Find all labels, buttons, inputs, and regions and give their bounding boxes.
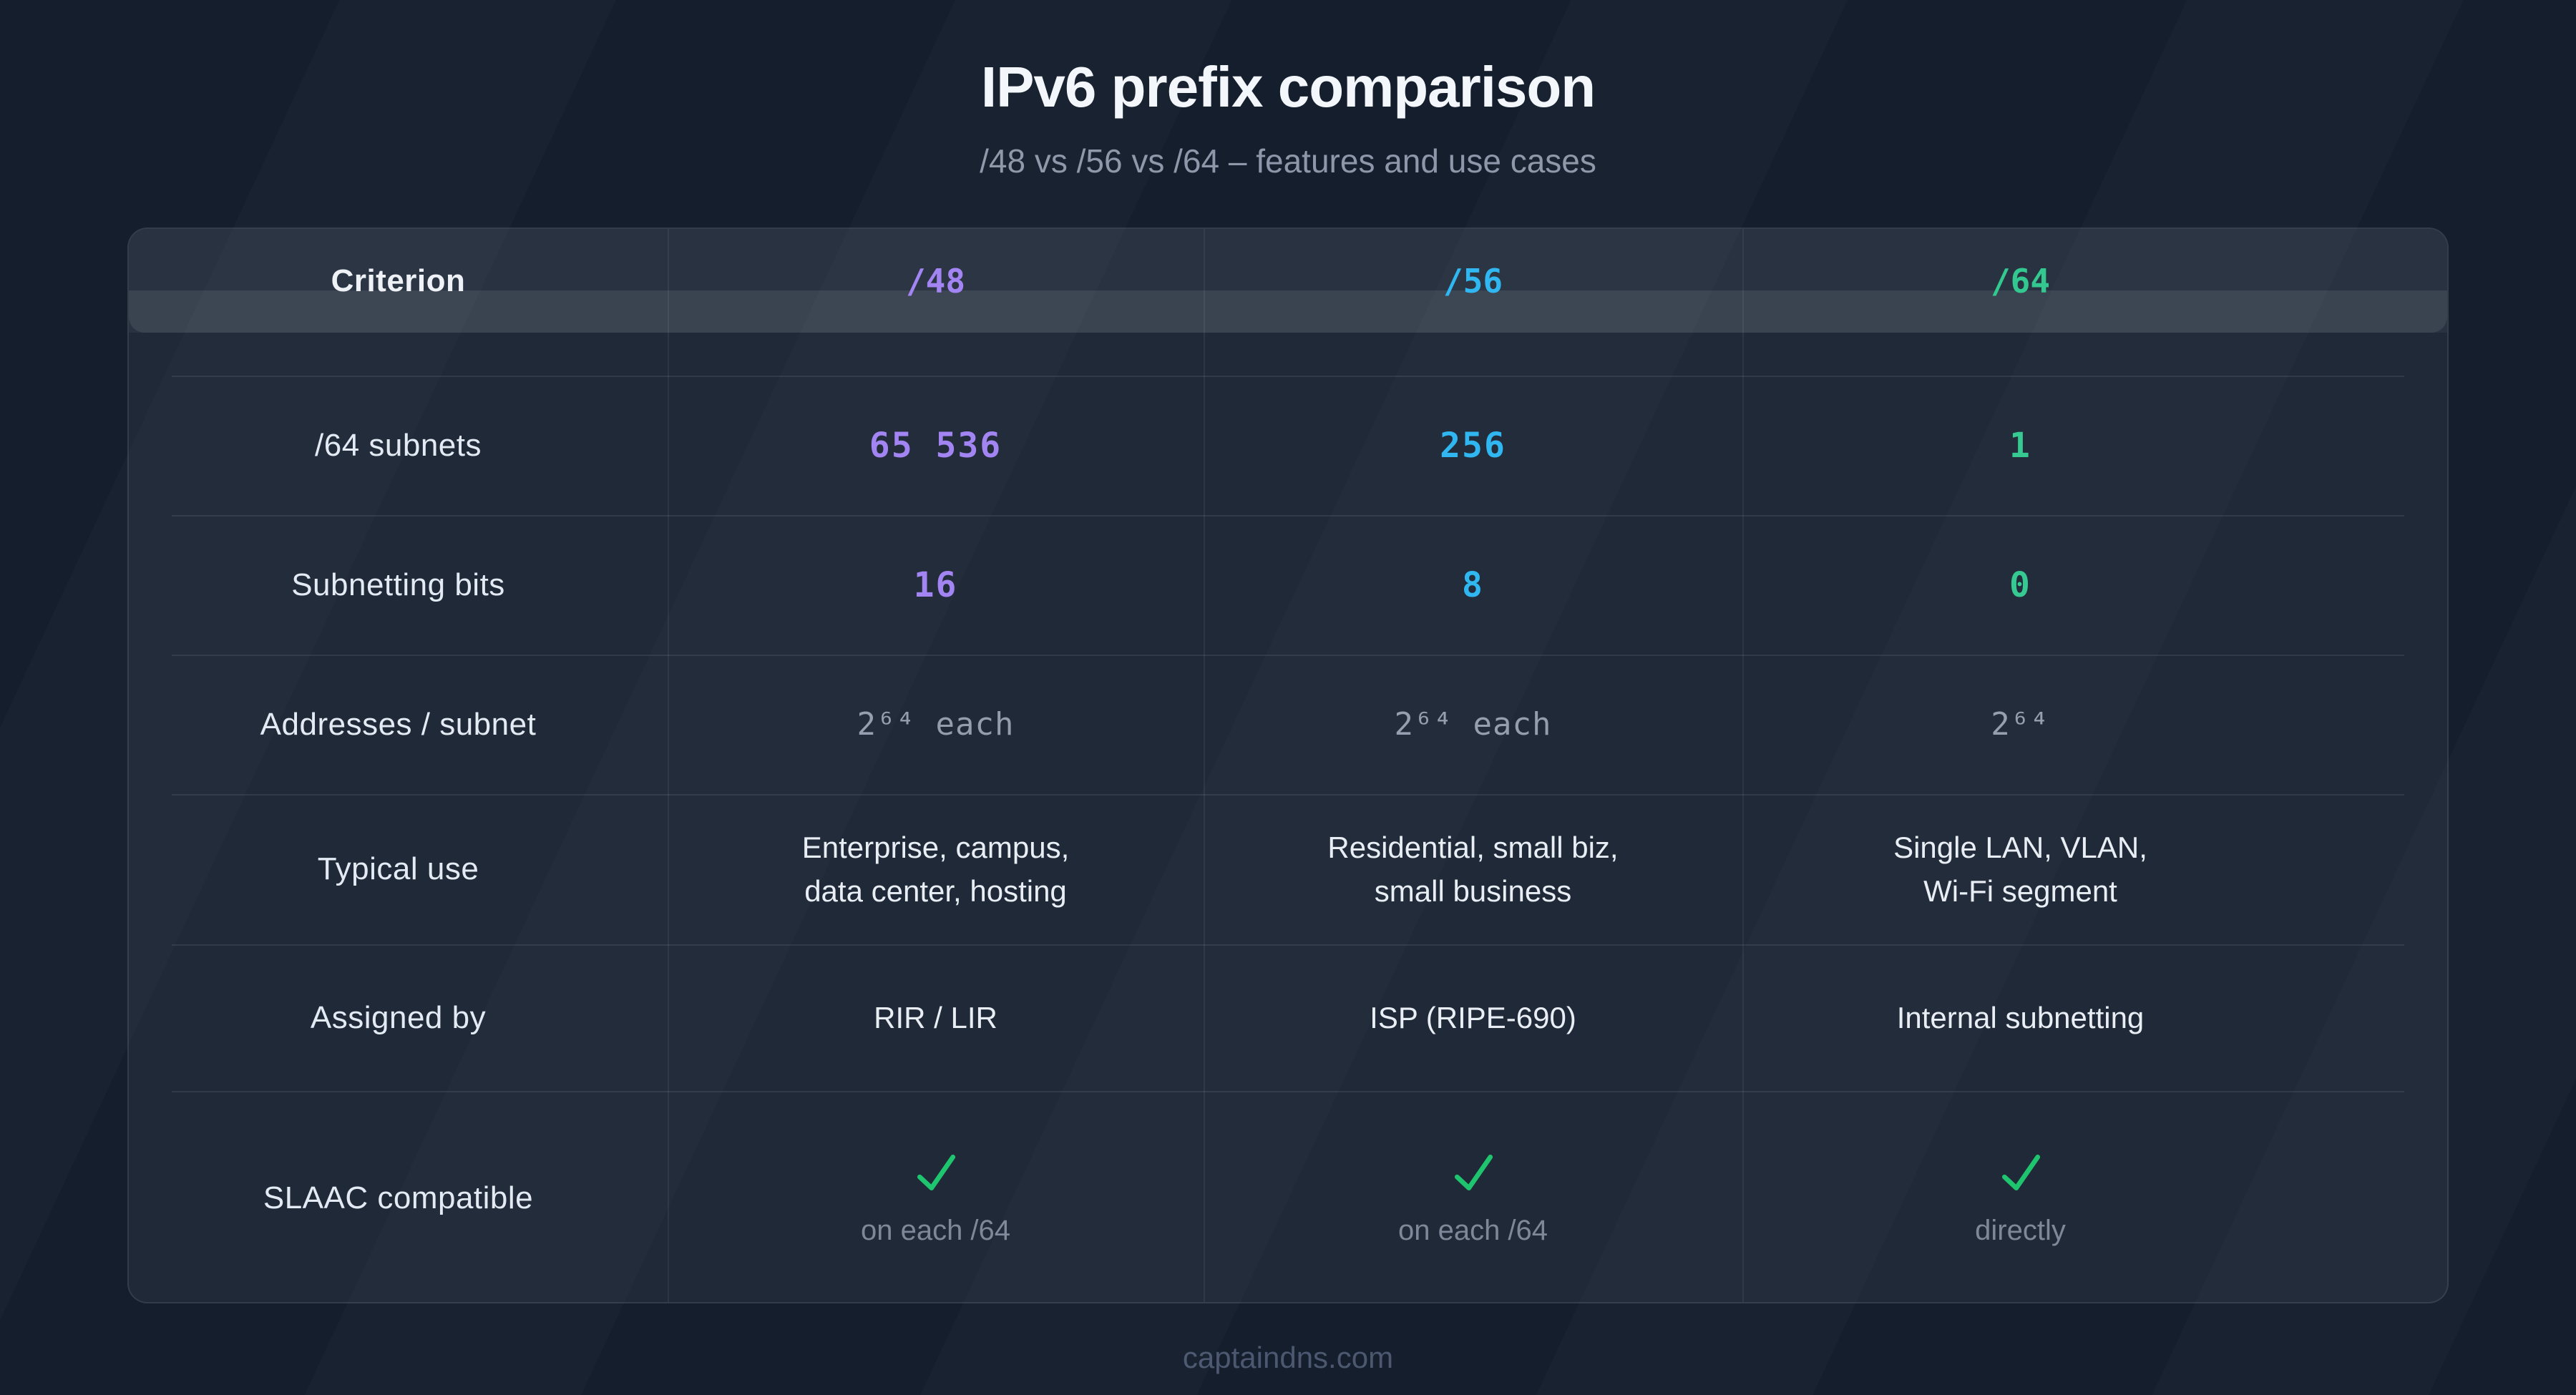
- comparison-table-card: Criterion /48 /56 /64 /64 subnets 65 536…: [127, 227, 2449, 1303]
- row-label: /64 subnets: [315, 427, 482, 463]
- page-title: IPv6 prefix comparison: [980, 55, 1596, 119]
- value-cell-56: on each /64: [1204, 1091, 1742, 1302]
- header-cell-prefix-56: /56: [1443, 261, 1503, 300]
- row-label: Addresses / subnet: [260, 706, 537, 742]
- check-caption: directly: [1975, 1215, 2066, 1246]
- header-cell-prefix-64: /64: [1990, 261, 2051, 300]
- footer-watermark: captaindns.com: [1182, 1341, 1394, 1374]
- table-row-slaac-compatible: SLAAC compatible on each /64 on each /64…: [129, 1091, 2447, 1302]
- table-row-64-subnets: /64 subnets 65 536 256 1: [129, 376, 2447, 515]
- header-cell-criterion: Criterion: [331, 263, 466, 298]
- row-label: Typical use: [317, 851, 479, 886]
- header-cell-prefix-48: /48: [905, 261, 966, 300]
- table-row-addresses-per-subnet: Addresses / subnet 2⁶⁴ each 2⁶⁴ each 2⁶⁴: [129, 655, 2447, 794]
- check-icon: [1454, 1154, 1493, 1191]
- value-cell-48: on each /64: [668, 1091, 1204, 1302]
- check-icon: [2001, 1154, 2040, 1191]
- check-caption: on each /64: [1397, 1215, 1548, 1246]
- value-cell-64: directly: [1742, 1091, 2447, 1302]
- value-cell-56: 8: [1462, 564, 1484, 605]
- value-cell-48: 16: [913, 564, 958, 605]
- value-cell-64: 2⁶⁴: [1991, 706, 2050, 743]
- value-cell-48: 65 536: [869, 425, 1002, 466]
- table-row-assigned-by: Assigned by RIR / LIR ISP (RIPE-690) Int…: [129, 944, 2447, 1091]
- check-icon: [917, 1154, 955, 1191]
- value-cell-56: 256: [1440, 425, 1506, 466]
- check-caption: on each /64: [860, 1215, 1011, 1246]
- row-label: Assigned by: [310, 999, 487, 1035]
- value-cell-48: 2⁶⁴ each: [857, 706, 1015, 743]
- spacer-row: [129, 333, 2447, 376]
- header-highlight-band: [129, 290, 2447, 333]
- column-separator: [1204, 229, 1205, 1302]
- value-cell-64: Internal subnetting: [1896, 1000, 2145, 1034]
- row-label: SLAAC compatible: [263, 1180, 534, 1215]
- value-cell-56: 2⁶⁴ each: [1394, 706, 1552, 743]
- row-label: Subnetting bits: [291, 567, 505, 602]
- value-cell-48: Enterprise, campus, data center, hosting: [801, 830, 1070, 908]
- table-header: Criterion /48 /56 /64: [129, 229, 2447, 333]
- value-cell-64: 0: [2009, 564, 2031, 605]
- column-separator: [1742, 229, 1744, 1302]
- value-cell-56: Residential, small biz, small business: [1327, 830, 1619, 908]
- value-cell-56: ISP (RIPE-690): [1370, 1000, 1576, 1034]
- page-subtitle: /48 vs /56 vs /64 – features and use cas…: [980, 142, 1596, 180]
- table-row-typical-use: Typical use Enterprise, campus, data cen…: [129, 794, 2447, 944]
- value-cell-48: RIR / LIR: [874, 1000, 997, 1034]
- column-separator: [668, 229, 669, 1302]
- table-row-subnetting-bits: Subnetting bits 16 8 0: [129, 515, 2447, 655]
- value-cell-64: Single LAN, VLAN, Wi-Fi segment: [1893, 830, 2147, 908]
- value-cell-64: 1: [2009, 425, 2031, 466]
